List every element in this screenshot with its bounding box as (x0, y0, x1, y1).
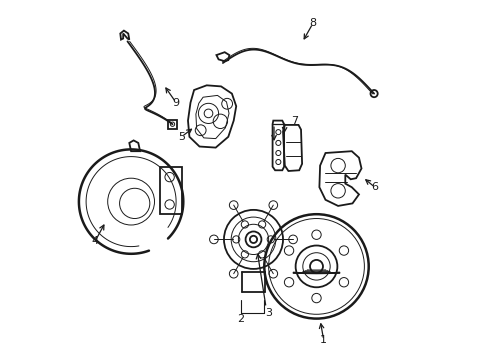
Text: 7: 7 (291, 116, 298, 126)
Text: 9: 9 (172, 98, 179, 108)
Text: 5: 5 (178, 132, 184, 142)
Text: 1: 1 (320, 335, 326, 345)
Text: 3: 3 (265, 308, 272, 318)
Text: 8: 8 (309, 18, 316, 28)
Text: 6: 6 (370, 182, 378, 192)
Text: 4: 4 (91, 236, 99, 246)
Text: 2: 2 (237, 314, 244, 324)
